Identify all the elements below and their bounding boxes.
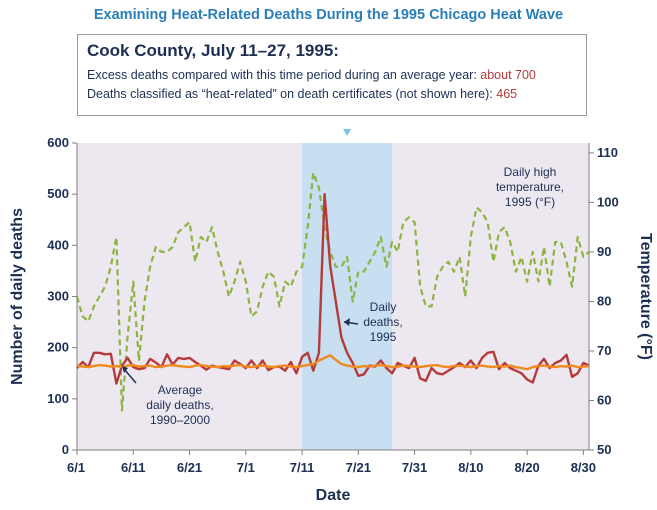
x-tick-label: 8/10 bbox=[458, 460, 483, 475]
y-left-tick-label: 500 bbox=[47, 186, 69, 201]
excess-deaths-value: about 700 bbox=[480, 68, 536, 82]
x-tick-label: 6/1 bbox=[67, 460, 85, 475]
summary-heading: Cook County, July 11–27, 1995: bbox=[87, 41, 339, 60]
summary-line-excess-text: Excess deaths compared with this time pe… bbox=[87, 68, 481, 82]
temperature-line bbox=[75, 171, 590, 412]
deaths-1995-annotation-line: deaths, bbox=[363, 315, 402, 329]
annotations: Daily high temperature, 1995 (°F) Daily deat… bbox=[122, 165, 564, 427]
y-right-tick-label: 50 bbox=[597, 442, 611, 457]
average-deaths-annotation-line: Average bbox=[158, 383, 203, 397]
y-left-tick-label: 100 bbox=[47, 391, 69, 406]
heat-related-deaths-value: 465 bbox=[496, 87, 518, 101]
y-right-tick-label: 100 bbox=[597, 194, 619, 209]
average-deaths-pointer bbox=[123, 368, 137, 384]
temperature-annotation-line: temperature, bbox=[496, 180, 564, 194]
plot-area bbox=[75, 129, 590, 450]
deaths-1995-line bbox=[76, 192, 590, 385]
average-deaths-arrow-icon bbox=[122, 366, 128, 373]
x-tick-label: 7/11 bbox=[290, 460, 315, 475]
x-tick-label: 7/31 bbox=[402, 460, 427, 475]
average-deaths-annotation: Average daily deaths, 1990–2000 bbox=[146, 383, 213, 427]
deaths-1995-arrow-icon bbox=[344, 318, 350, 326]
x-tick-label: 8/20 bbox=[514, 460, 539, 475]
deaths-1995-annotation: Daily deaths, 1995 bbox=[363, 300, 402, 344]
x-tick-label: 8/30 bbox=[571, 460, 596, 475]
y-left-tick-label: 0 bbox=[62, 442, 69, 457]
y-right-tick-label: 60 bbox=[597, 392, 611, 407]
y-right-tick-label: 110 bbox=[597, 145, 618, 160]
heat-wave-band bbox=[302, 143, 393, 450]
temperature-annotation-line: 1995 (°F) bbox=[505, 195, 555, 209]
chart-title: Examining Heat-Related Deaths During the… bbox=[93, 7, 564, 23]
y-left-tick-label: 200 bbox=[47, 340, 69, 355]
y-right-axis-title: Temperature (°F) bbox=[637, 233, 654, 360]
y-left-axis-title: Number of daily deaths bbox=[9, 208, 26, 385]
deaths-1995-annotation-line: Daily bbox=[370, 300, 397, 314]
summary-line-heat-related-text: Deaths classified as “heat-related” on d… bbox=[87, 87, 497, 101]
x-tick-label: 7/21 bbox=[346, 460, 371, 475]
heat-wave-marker-icon bbox=[343, 129, 352, 136]
temperature-annotation-line: Daily high bbox=[504, 165, 557, 179]
y-right-tick-label: 90 bbox=[597, 244, 611, 259]
x-tick-label: 6/11 bbox=[121, 460, 146, 475]
average-deaths-annotation-line: 1990–2000 bbox=[150, 413, 210, 427]
summary-line-excess: Excess deaths compared with this time pe… bbox=[87, 66, 577, 85]
x-axis-title: Date bbox=[316, 487, 351, 504]
x-tick-label: 6/21 bbox=[177, 460, 202, 475]
temperature-annotation: Daily high temperature, 1995 (°F) bbox=[496, 165, 564, 209]
average-deaths-annotation-line: daily deaths, bbox=[146, 398, 213, 412]
average-deaths-line bbox=[76, 354, 590, 371]
y-right-tick-label: 70 bbox=[597, 343, 611, 358]
deaths-1995-annotation-line: 1995 bbox=[370, 330, 397, 344]
y-left-tick-label: 300 bbox=[47, 289, 69, 304]
y-left-tick-label: 400 bbox=[47, 237, 69, 252]
summary-line-heat-related: Deaths classified as “heat-related” on d… bbox=[87, 85, 577, 104]
y-left-tick-label: 600 bbox=[47, 135, 69, 150]
axes: 0 100 200 300 400 500 600 50 60 70 80 90 100 110 6/1 6/… bbox=[9, 135, 654, 504]
x-tick-label: 7/1 bbox=[237, 460, 255, 475]
summary-box: Cook County, July 11–27, 1995: Excess de… bbox=[77, 34, 587, 116]
y-right-tick-label: 80 bbox=[597, 293, 611, 308]
